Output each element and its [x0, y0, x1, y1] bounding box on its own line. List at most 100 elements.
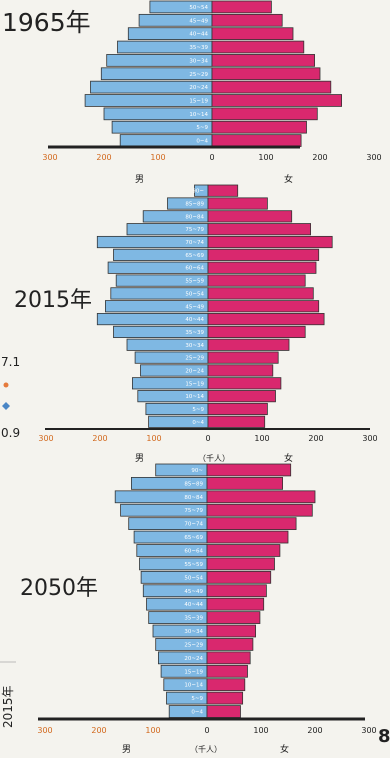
x-tick-right-200: 200: [307, 726, 322, 735]
blue-marker: [2, 402, 10, 410]
x-tick-right-200: 200: [312, 153, 327, 162]
age-label: 50~54: [184, 575, 203, 581]
age-label: 20~24: [184, 656, 203, 662]
bar-female-10~14: [211, 107, 318, 121]
age-label: 85~89: [185, 202, 204, 208]
bar-female-15~19: [206, 664, 248, 678]
bar-female-50~54: [206, 570, 272, 584]
age-label: 40~44: [185, 317, 204, 323]
age-label: 55~59: [185, 279, 204, 285]
x-tick-left-300: 300: [37, 726, 52, 735]
x-tick-left-300: 300: [38, 434, 53, 443]
bar-female-45~49: [206, 584, 267, 598]
bar-female-50~54: [211, 0, 272, 14]
bar-female-40~44: [206, 597, 265, 611]
age-label: 10~14: [189, 112, 208, 118]
x-tick-right-100: 100: [253, 726, 268, 735]
x-tick-left-100: 100: [145, 726, 160, 735]
bar-female-40~44: [207, 313, 325, 326]
age-label: 20~24: [189, 85, 208, 91]
bar-female-20~24: [211, 80, 332, 94]
age-label: 25~29: [189, 72, 208, 78]
unit-label: （千人）: [190, 744, 222, 754]
age-label: 65~69: [185, 253, 204, 259]
bar-female-15~19: [211, 94, 343, 107]
age-label: 60~64: [185, 266, 204, 272]
bar-female-35~39: [206, 611, 261, 624]
age-label: 75~79: [185, 227, 204, 233]
x-tick-zero: 0: [204, 726, 209, 735]
chart-title: 2015年: [14, 288, 92, 313]
bar-female-0~4: [206, 705, 241, 718]
x-tick-right-100: 100: [254, 434, 269, 443]
side-value-top: 7.1: [1, 355, 20, 369]
age-label: 0~4: [191, 710, 203, 716]
age-label: 5~9: [196, 125, 208, 131]
bar-female-30~34: [206, 624, 256, 638]
bar-female-5~9: [206, 691, 244, 705]
bar-female-85~89: [206, 477, 283, 490]
age-label: 20~24: [185, 368, 204, 374]
bar-female-70~74: [207, 235, 333, 249]
bar-female-0~4: [211, 134, 302, 147]
bar-female-25~29: [206, 638, 254, 651]
pyramid-2050: 0~4 5~9 10~14 15~19 20~24 25~29 30~34 35~39 40~4…: [20, 463, 377, 755]
age-label: 45~49: [185, 304, 204, 310]
age-label: 80~84: [184, 495, 203, 501]
pyramid-1965: 0~4 5~9 10~14 15~19 20~24 25~29 30~34 35~39 40~4…: [2, 0, 382, 185]
male-label: 男: [122, 744, 131, 755]
age-label: 85~89: [184, 481, 203, 487]
bar-female-90~: [206, 463, 292, 477]
female-label: 女: [284, 173, 293, 185]
bar-female-25~29: [207, 351, 279, 364]
age-label: 10~14: [185, 394, 204, 400]
age-label: 60~64: [184, 548, 203, 554]
age-label: 35~39: [184, 616, 203, 622]
age-label: 50~54: [189, 5, 208, 11]
bar-female-20~24: [206, 651, 251, 665]
age-label: 65~69: [184, 535, 203, 541]
age-label: 75~79: [184, 508, 203, 514]
bar-female-25~29: [211, 67, 321, 81]
age-label: 25~29: [185, 356, 204, 362]
bar-female-70~74: [206, 517, 297, 531]
age-label: 30~34: [189, 58, 208, 64]
age-label: 30~34: [185, 343, 204, 349]
bar-female-65~69: [206, 530, 289, 544]
bar-female-75~79: [206, 503, 313, 517]
age-label: 0~4: [196, 139, 208, 145]
bar-female-0~4: [207, 415, 266, 428]
bar-female-85~89: [207, 197, 268, 210]
age-label: 35~39: [185, 330, 204, 336]
bar-female-65~69: [207, 248, 320, 261]
pyramid-2015: 0~4 5~9 10~14 15~19 20~24 25~29 30~34 35~39 40~4…: [14, 184, 378, 464]
orange-marker: [3, 382, 9, 388]
age-label: 0~4: [192, 420, 204, 426]
age-label: 55~59: [184, 562, 203, 568]
bar-female-60~64: [206, 544, 281, 557]
age-label: 5~9: [191, 696, 203, 702]
bar-female-80~84: [206, 490, 316, 504]
bar-female-30~34: [207, 338, 290, 351]
x-tick-zero: 0: [205, 434, 210, 443]
x-tick-left-100: 100: [146, 434, 161, 443]
bar-female-55~59: [207, 274, 306, 287]
bar-female-5~9: [211, 120, 307, 134]
age-label: 70~74: [185, 240, 204, 246]
bar-female-45~49: [211, 13, 283, 27]
bar-female-30~34: [211, 54, 315, 67]
age-label: 5~9: [192, 407, 204, 413]
bar-female-40~44: [211, 27, 294, 40]
x-tick-left-200: 200: [91, 726, 106, 735]
chart-title: 1965年: [2, 8, 91, 37]
age-label: 90~: [192, 189, 204, 195]
side-vertical-label: 2015年: [1, 685, 15, 728]
female-label: 女: [280, 743, 289, 755]
male-label: 男: [135, 453, 144, 464]
age-label: 15~19: [184, 669, 203, 675]
bar-female-35~39: [211, 40, 305, 54]
age-label: 45~49: [184, 589, 203, 595]
age-label: 10~14: [184, 683, 203, 689]
male-label: 男: [135, 174, 144, 185]
